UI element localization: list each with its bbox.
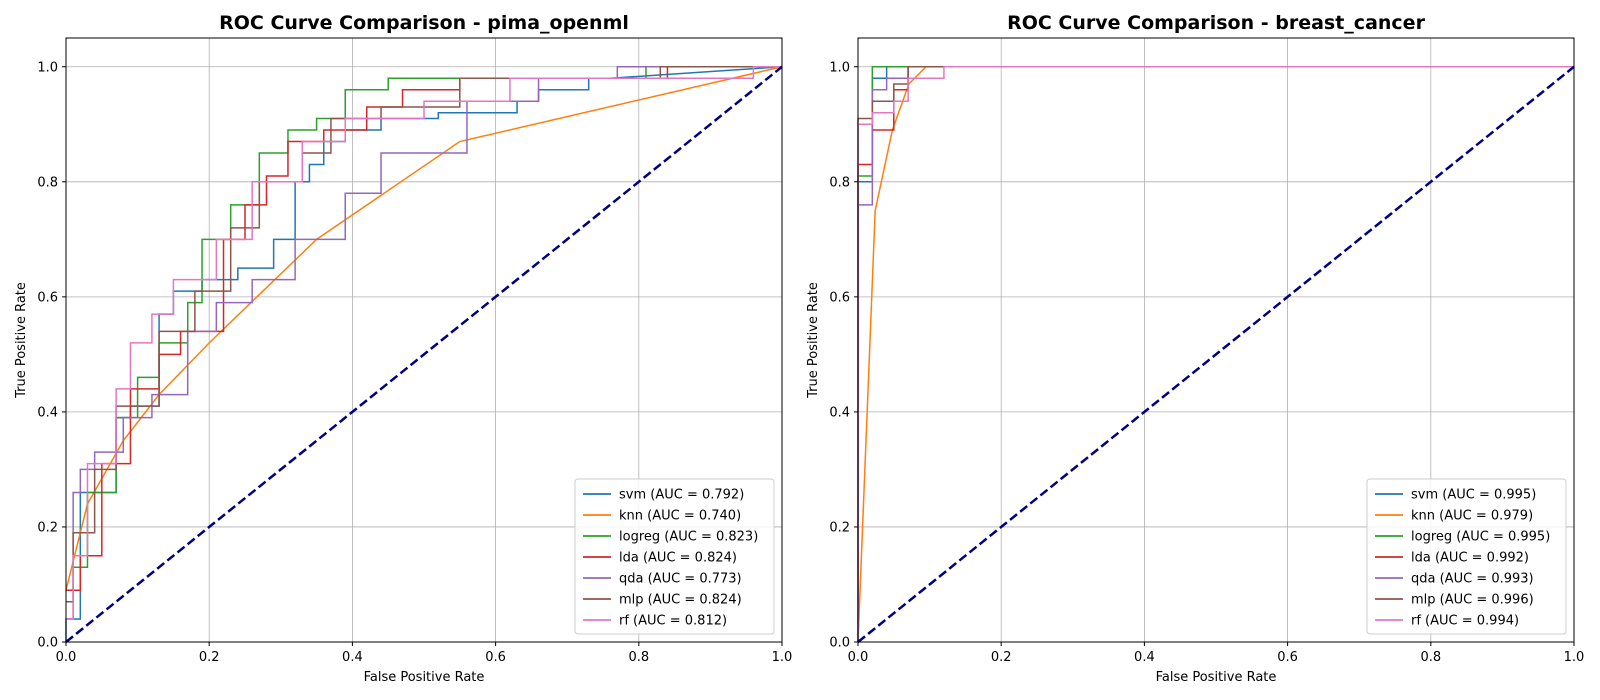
chance-diagonal-line bbox=[857, 65, 1575, 643]
x-tick-label: 0.2 bbox=[199, 650, 220, 665]
x-tick-label: 1.0 bbox=[772, 650, 793, 665]
y-axis-label: True Positive Rate bbox=[806, 282, 821, 399]
legend-entry: qda (AUC = 0.773) bbox=[619, 572, 742, 587]
series-line-rf bbox=[66, 66, 782, 620]
x-tick-label: 0.4 bbox=[1134, 650, 1155, 665]
roc-panel-2: 0.0 0.2 0.4 0.6 0.8 1.0 0.0 0.2 0.4 0.6 0.8 1.0 ROC … bbox=[806, 12, 1584, 685]
axes-frame bbox=[65, 37, 783, 643]
legend: svm (AUC = 0.792) knn (AUC = 0.740) logreg… bbox=[574, 478, 775, 635]
x-tick-label: 0.6 bbox=[485, 650, 506, 665]
roc-panel-1: 0.0 0.2 0.4 0.6 0.8 1.0 0.0 0.2 0.4 0.6 0.8 1.0 ROC … bbox=[14, 12, 792, 685]
y-tick-label: 0.8 bbox=[37, 175, 58, 190]
x-tick-label: 0.6 bbox=[1277, 650, 1298, 665]
y-tick-label: 1.0 bbox=[37, 60, 58, 75]
series-line-knn bbox=[65, 66, 783, 591]
legend-entry: rf (AUC = 0.994) bbox=[1411, 614, 1519, 629]
legend-box bbox=[574, 478, 775, 635]
x-tick-label: 0.8 bbox=[628, 650, 649, 665]
y-tick-label: 0.4 bbox=[829, 405, 850, 420]
legend-entry: qda (AUC = 0.993) bbox=[1411, 572, 1534, 587]
legend-entry: logreg (AUC = 0.995) bbox=[1411, 530, 1550, 545]
y-tick-label: 0.0 bbox=[37, 636, 58, 651]
chart-title: ROC Curve Comparison - pima_openml bbox=[219, 12, 629, 34]
legend: svm (AUC = 0.995) knn (AUC = 0.979) logreg… bbox=[1366, 478, 1567, 635]
x-tick-label: 0.8 bbox=[1420, 650, 1441, 665]
y-tick-label: 0.4 bbox=[37, 405, 58, 420]
legend-entry: lda (AUC = 0.824) bbox=[619, 551, 737, 566]
y-tick-label: 0.2 bbox=[37, 520, 58, 535]
x-tick-label: 1.0 bbox=[1564, 650, 1585, 665]
legend-entry: logreg (AUC = 0.823) bbox=[619, 530, 758, 545]
series-line-rf bbox=[857, 66, 1574, 642]
x-axis-label: False Positive Rate bbox=[1156, 670, 1277, 685]
x-axis-label: False Positive Rate bbox=[364, 670, 485, 685]
axes-frame bbox=[857, 37, 1575, 643]
x-tick-label: 0.0 bbox=[848, 650, 869, 665]
series-line-lda bbox=[66, 66, 782, 591]
y-tick-label: 0.0 bbox=[829, 636, 850, 651]
chart-title: ROC Curve Comparison - breast_cancer bbox=[1007, 12, 1426, 34]
y-tick-label: 0.2 bbox=[829, 520, 850, 535]
legend-entry: mlp (AUC = 0.996) bbox=[1411, 593, 1534, 608]
legend-entry: mlp (AUC = 0.824) bbox=[619, 593, 742, 608]
legend-entry: knn (AUC = 0.740) bbox=[619, 509, 741, 524]
chance-diagonal-line bbox=[65, 65, 783, 643]
series-line-mlp bbox=[66, 66, 782, 603]
x-tick-label: 0.0 bbox=[56, 650, 77, 665]
y-tick-label: 0.6 bbox=[37, 290, 58, 305]
y-axis-label: True Positive Rate bbox=[14, 282, 29, 399]
legend-entry: svm (AUC = 0.792) bbox=[619, 488, 744, 503]
y-tick-label: 0.6 bbox=[829, 290, 850, 305]
x-tick-label: 0.2 bbox=[991, 650, 1012, 665]
x-tick-label: 0.4 bbox=[342, 650, 363, 665]
legend-entry: svm (AUC = 0.995) bbox=[1411, 488, 1536, 503]
legend-box bbox=[1366, 478, 1567, 635]
legend-entry: rf (AUC = 0.812) bbox=[619, 614, 727, 629]
legend-entry: knn (AUC = 0.979) bbox=[1411, 509, 1533, 524]
y-tick-label: 1.0 bbox=[829, 60, 850, 75]
y-tick-label: 0.8 bbox=[829, 175, 850, 190]
legend-entry: lda (AUC = 0.992) bbox=[1411, 551, 1529, 566]
